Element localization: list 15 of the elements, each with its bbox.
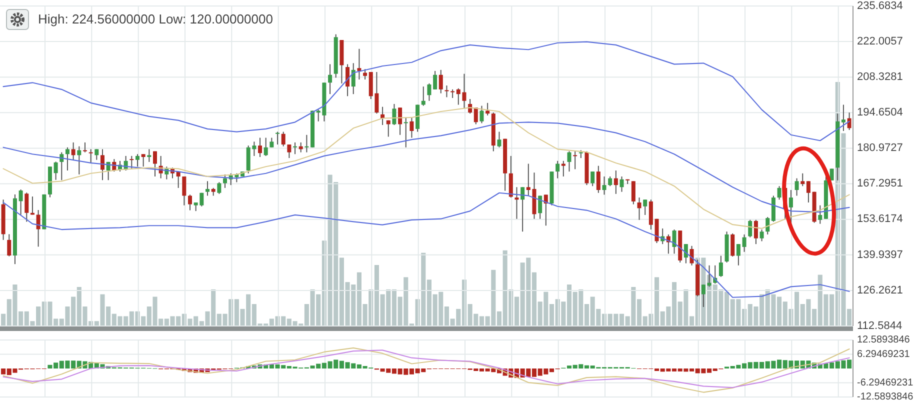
y-tick-label: 12.5893846 <box>857 334 910 346</box>
y-tick-label: 126.2621 <box>857 284 903 296</box>
y-tick-label: -6.29469231 <box>857 377 914 388</box>
y-tick-label: 235.6834 <box>857 0 903 12</box>
y-tick-label: 167.2951 <box>857 178 903 190</box>
y-tick-label: -12.5893846 <box>857 392 914 403</box>
y-tick-label: 139.9397 <box>857 248 903 261</box>
y-tick-label: 6.29469231 <box>857 348 910 360</box>
y-tick-label: 194.6504 <box>857 106 903 119</box>
y-tick-label: 222.0057 <box>857 35 903 48</box>
y-tick-label: 112.5844 <box>857 320 902 332</box>
y-tick-label: 208.3281 <box>857 71 903 84</box>
chart-title: High: 224.56000000 Low: 120.00000000 <box>38 11 273 26</box>
y-tick-label: 180.9727 <box>857 142 903 154</box>
y-tick-label: 153.6174 <box>857 213 903 226</box>
